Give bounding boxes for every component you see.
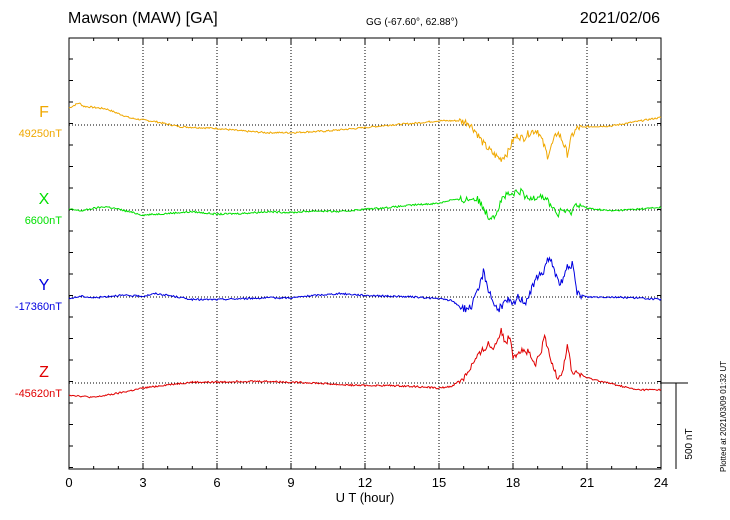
series-line-f (68, 102, 662, 162)
series-baseline-y: -17360nT (15, 301, 62, 313)
x-tick-label: 9 (287, 475, 294, 490)
series-line-x (68, 187, 662, 221)
series-name-x: X (39, 191, 50, 208)
x-tick-label: 12 (358, 475, 372, 490)
series-baseline-f: 49250nT (19, 128, 63, 140)
series-baseline-z: -45620nT (15, 388, 62, 400)
x-tick-label: 15 (432, 475, 446, 490)
chart-date: 2021/02/06 (579, 10, 660, 27)
x-tick-label: 21 (580, 475, 594, 490)
scale-bar-label: 500 nT (684, 428, 695, 459)
series-line-y (68, 256, 662, 313)
station-coordinates: GG (-67.60°, 62.88°) (366, 17, 458, 28)
plotted-timestamp: Plotted at 2021/03/09 01:32 UT (719, 360, 728, 472)
series-name-y: Y (39, 277, 50, 294)
series-line-z (68, 327, 662, 399)
series-baseline-x: 6600nT (25, 215, 63, 227)
series-name-f: F (39, 104, 49, 121)
x-tick-label: 18 (506, 475, 520, 490)
series-name-z: Z (39, 364, 49, 381)
x-tick-label: 24 (654, 475, 668, 490)
x-tick-label: 3 (139, 475, 146, 490)
chart-title: Mawson (MAW) [GA] (68, 10, 218, 27)
x-tick-label: 6 (213, 475, 220, 490)
x-tick-label: 0 (65, 475, 72, 490)
x-axis-label: U T (hour) (336, 490, 395, 505)
